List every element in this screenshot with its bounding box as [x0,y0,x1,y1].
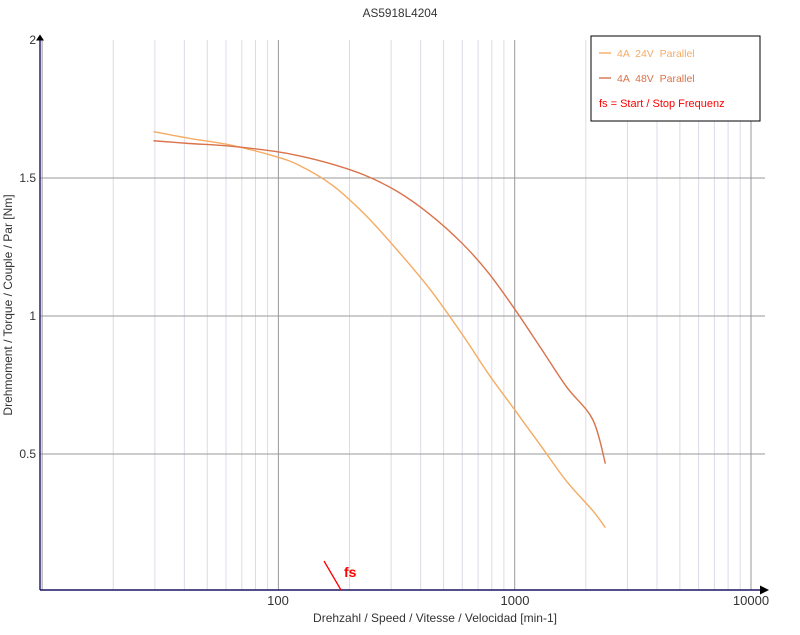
svg-text:10000: 10000 [733,593,769,608]
svg-text:4A 48V Parallel: 4A 48V Parallel [617,73,695,85]
svg-text:1000: 1000 [501,593,530,608]
svg-text:2: 2 [29,33,36,47]
svg-text:fs = Start / Stop Frequenz: fs = Start / Stop Frequenz [599,98,725,110]
svg-text:fs: fs [344,564,357,580]
svg-text:1.5: 1.5 [19,171,36,185]
svg-text:Drehmoment / Torque / Couple /: Drehmoment / Torque / Couple / Par [Nm] [1,194,15,415]
svg-text:4A 24V Parallel: 4A 24V Parallel [617,48,695,60]
svg-text:1: 1 [29,309,36,323]
svg-text:0.5: 0.5 [19,447,36,461]
svg-text:Drehzahl / Speed / Vitesse / V: Drehzahl / Speed / Vitesse / Velocidad [… [313,611,557,625]
svg-text:100: 100 [267,593,289,608]
